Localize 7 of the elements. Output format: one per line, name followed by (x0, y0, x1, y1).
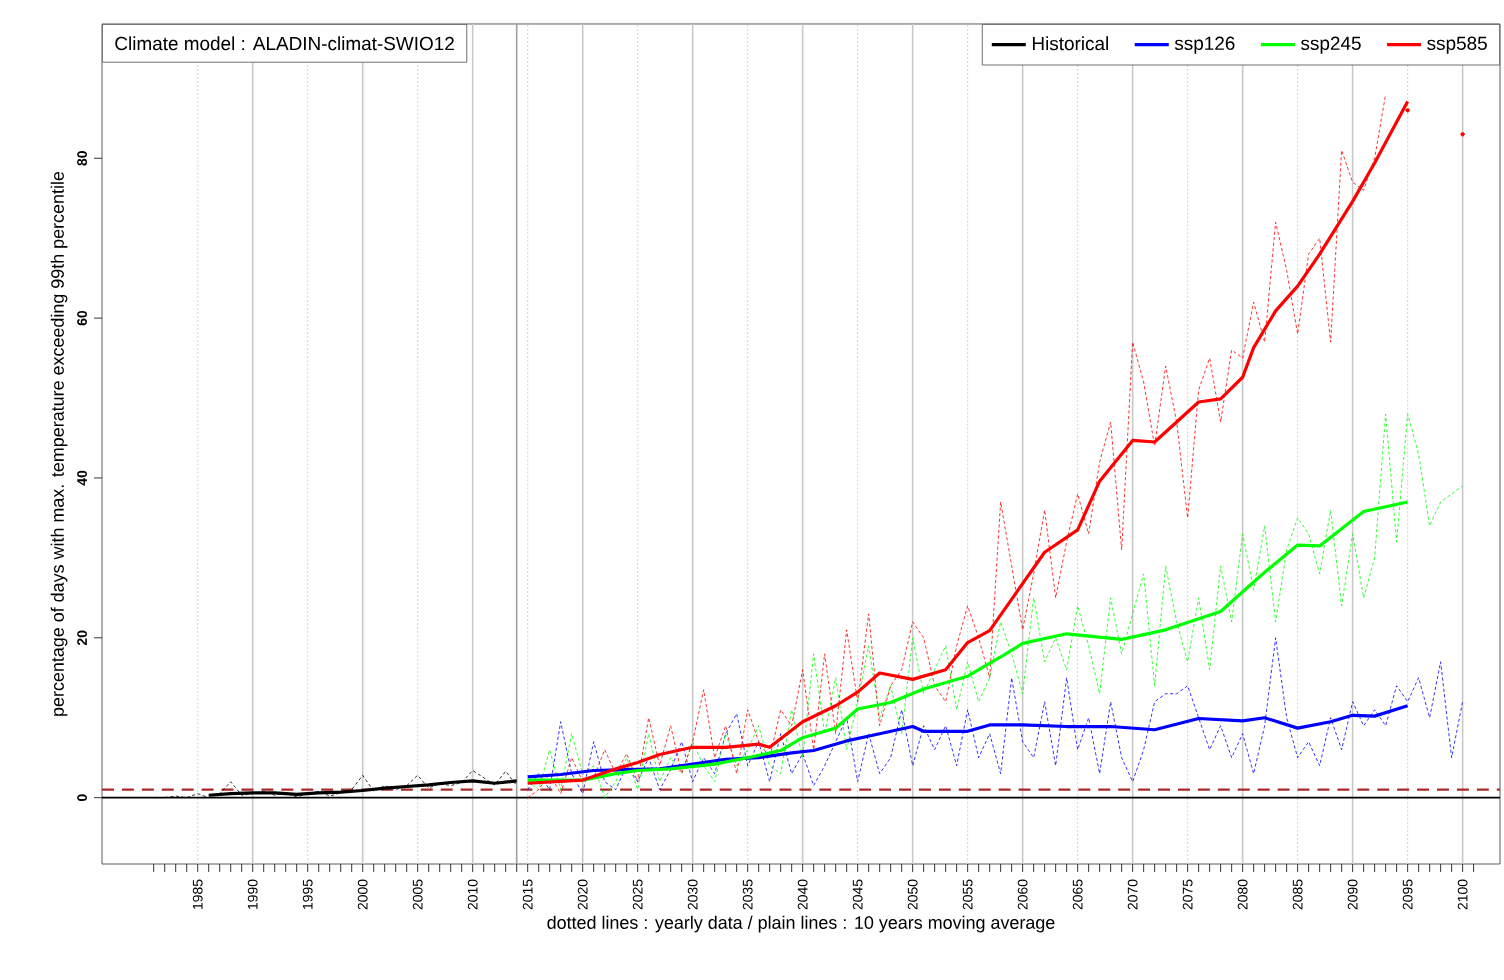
legend-label: Historical (1032, 36, 1108, 51)
legend-label: ssp585 (1427, 36, 1487, 54)
legend-label: ssp245 (1301, 36, 1361, 54)
y-axis-title: percentage of days with max. temperature exceeding 99th percentile (50, 171, 68, 716)
legend-label: ssp126 (1174, 36, 1235, 54)
text: Climate model : ALADIN-climat-SWIO12 (115, 36, 454, 51)
x-axis-title: dotted lines : yearly data / plain lines : 10 years moving average (547, 915, 1055, 933)
